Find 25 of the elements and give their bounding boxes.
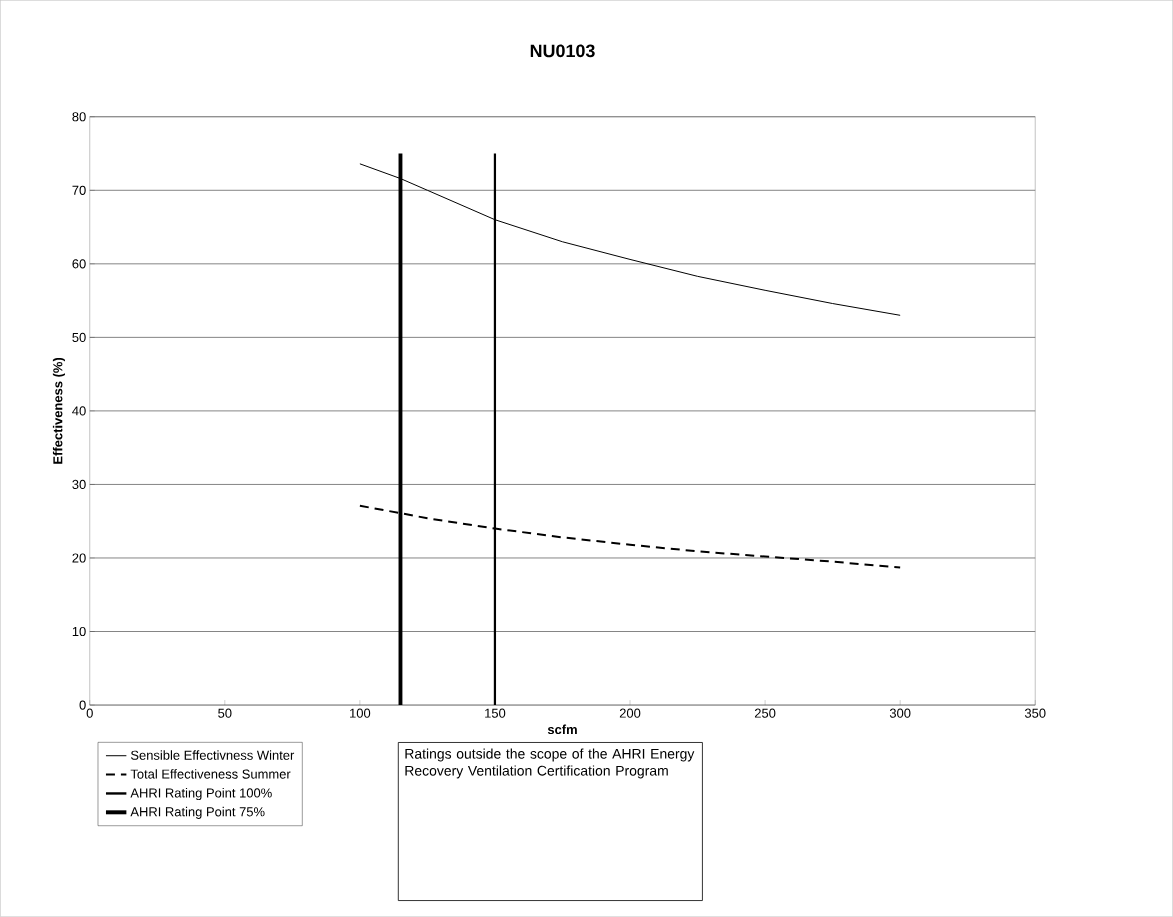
legend-label: AHRI Rating Point 75% xyxy=(130,806,265,820)
y-tick-label: 70 xyxy=(72,185,86,195)
legend-label: Total Effectiveness Summer xyxy=(130,769,291,779)
x-tick-label: 350 xyxy=(1024,708,1046,718)
y-axis-title: Effectiveness (%) xyxy=(52,357,65,464)
x-tick-label: 100 xyxy=(350,708,371,718)
x-tick-label: 250 xyxy=(754,708,776,718)
y-tick-label: 30 xyxy=(72,479,86,490)
y-tick-label: 60 xyxy=(72,259,86,269)
legend-label: Sensible Effectivness Winter xyxy=(130,750,295,760)
x-tick-label: 50 xyxy=(218,708,232,718)
chart-title: NU0103 xyxy=(530,44,595,58)
x-tick-label: 300 xyxy=(889,708,911,718)
legend-label: AHRI Rating Point 100% xyxy=(130,788,272,801)
x-tick-label: 150 xyxy=(485,708,506,718)
x-axis-title: scfm xyxy=(547,724,577,735)
y-tick-label: 40 xyxy=(72,406,86,416)
x-tick-label: 0 xyxy=(86,708,93,718)
y-tick-label: 10 xyxy=(72,626,86,637)
y-tick-label: 50 xyxy=(72,332,86,343)
y-tick-label: 20 xyxy=(72,553,86,563)
y-tick-label: 0 xyxy=(79,700,86,710)
x-tick-label: 200 xyxy=(619,708,641,718)
text: Ratings outside the scope of the AHRI Energy Recovery Ventilation Certification Program xyxy=(405,748,695,779)
y-tick-label: 80 xyxy=(72,112,86,122)
